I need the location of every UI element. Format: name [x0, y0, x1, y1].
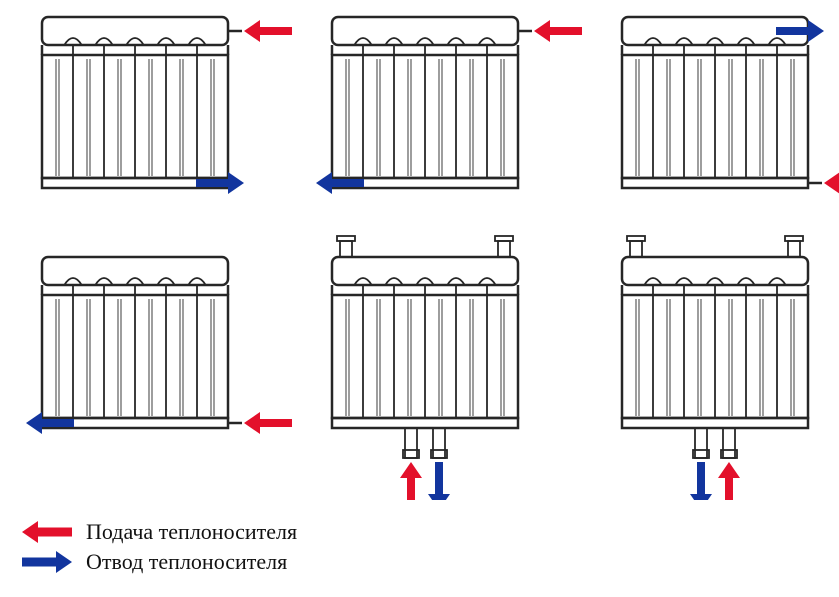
return-arrow [776, 20, 824, 42]
return-arrow [316, 172, 364, 194]
radiator-r2c3 [550, 230, 839, 500]
radiator-r2c2 [260, 230, 590, 500]
legend-supply-row: Подача теплоносителя [20, 519, 297, 545]
return-arrow [428, 462, 450, 500]
legend-return-arrow [20, 549, 74, 575]
return-arrow [196, 172, 244, 194]
supply-arrow [400, 462, 422, 500]
radiator-r2c1 [0, 250, 300, 435]
supply-arrow [718, 462, 740, 500]
legend-return-row: Отвод теплоносителя [20, 549, 297, 575]
supply-arrow [824, 172, 839, 194]
radiator-r1c1 [0, 10, 300, 195]
radiator-r1c3 [550, 10, 839, 195]
legend: Подача теплоносителя Отвод теплоносителя [20, 519, 297, 579]
radiator-r1c2 [260, 10, 590, 195]
legend-return-label: Отвод теплоносителя [86, 549, 287, 575]
return-arrow [690, 462, 712, 500]
diagram-canvas: Подача теплоносителя Отвод теплоносителя [0, 0, 839, 597]
legend-supply-label: Подача теплоносителя [86, 519, 297, 545]
legend-supply-arrow [20, 519, 74, 545]
return-arrow [26, 412, 74, 434]
